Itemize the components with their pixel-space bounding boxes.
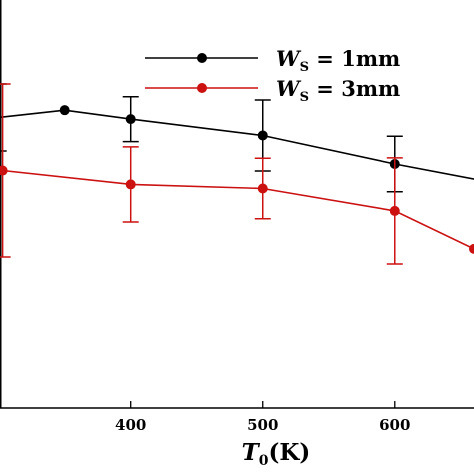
legend-marker-1 [197, 53, 207, 63]
x-axis: 400 500 600 [115, 401, 410, 434]
series-1 [0, 83, 474, 193]
x-tick-label-400: 400 [115, 416, 146, 434]
series-1-point-1 [59, 105, 70, 116]
series-layer [0, 83, 474, 265]
series-1-point-2 [125, 114, 136, 125]
legend-entry-1: WS = 1mm [145, 46, 400, 75]
plot-area [0, 0, 474, 409]
x-tick-label-500: 500 [247, 416, 278, 434]
series-2-point-1 [0, 165, 8, 176]
series-2-point-3 [257, 183, 268, 194]
x-axis-title: T0(K) [242, 439, 311, 469]
series-2-point-4 [389, 205, 400, 216]
legend-entry-2: WS = 3mm [145, 76, 400, 105]
legend-label-2: WS = 3mm [276, 76, 400, 105]
series-2 [0, 83, 474, 265]
series-2-point-5 [469, 243, 474, 254]
series-1-point-3 [257, 130, 268, 141]
x-tick-label-600: 600 [379, 416, 410, 434]
x-axis-title-main: T [242, 439, 261, 466]
series-1-line [0, 109, 474, 180]
legend-marker-2 [197, 83, 207, 93]
series-2-line [0, 167, 474, 250]
x-axis-title-unit: (K) [269, 439, 311, 466]
series-2-point-2 [125, 179, 136, 190]
legend-label-1: WS = 1mm [276, 46, 400, 75]
x-axis-title-sub: 0 [259, 453, 269, 469]
